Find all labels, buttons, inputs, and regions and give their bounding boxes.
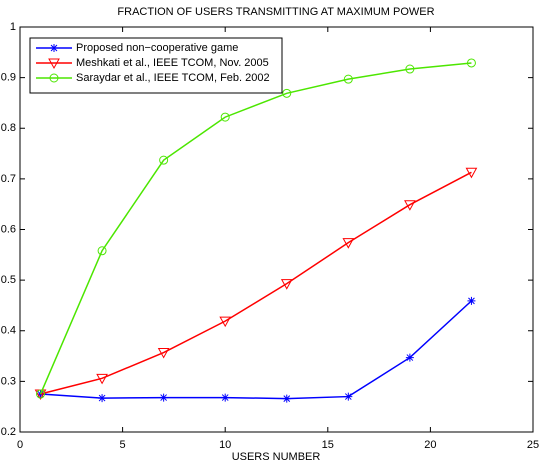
data-point xyxy=(157,348,170,359)
legend-box xyxy=(29,37,283,94)
legend-label: Proposed non−cooperative game xyxy=(76,42,238,54)
data-point xyxy=(342,238,355,249)
x-axis-label: USERS NUMBER xyxy=(232,451,321,463)
data-point xyxy=(219,316,232,328)
legend-label: Saraydar et al., IEEE TCOM, Feb. 2002 xyxy=(76,72,270,84)
y-tick-label: 0.8 xyxy=(1,122,16,134)
data-point xyxy=(405,353,414,362)
data-point xyxy=(96,373,108,385)
y-tick-label: 0.3 xyxy=(1,375,16,387)
legend-marker xyxy=(50,44,58,52)
y-tick-label: 0.7 xyxy=(1,173,16,185)
legend-label: Meshkati et al., IEEE TCOM, Nov. 2005 xyxy=(76,57,269,69)
y-tick-label: 0.9 xyxy=(1,72,16,84)
data-point xyxy=(280,279,293,290)
data-point xyxy=(404,200,416,211)
x-tick-label: 5 xyxy=(120,439,126,451)
legend-marker xyxy=(48,58,60,70)
data-point xyxy=(220,112,230,122)
x-tick-label: 15 xyxy=(322,439,334,451)
x-tick-label: 0 xyxy=(17,439,23,451)
x-tick-label: 25 xyxy=(527,439,539,451)
chart-title: FRACTION OF USERS TRANSMITTING AT MAXIMU… xyxy=(117,6,434,18)
legend-marker xyxy=(49,73,59,83)
data-point xyxy=(159,393,168,402)
y-tick-label: 0.4 xyxy=(1,325,16,337)
data-point xyxy=(465,167,478,179)
y-tick-label: 0.6 xyxy=(1,223,16,235)
data-point xyxy=(98,394,107,403)
data-point xyxy=(36,389,46,399)
series-line xyxy=(40,300,472,400)
y-tick-label: 0.5 xyxy=(1,274,16,286)
data-point xyxy=(282,88,292,98)
data-point xyxy=(282,394,291,403)
series-line xyxy=(40,171,472,395)
y-tick-label: 1 xyxy=(10,21,16,33)
data-point xyxy=(221,393,230,402)
y-tick-label: 0.2 xyxy=(1,426,16,438)
data-point xyxy=(343,74,353,84)
data-point xyxy=(97,246,107,256)
data-point xyxy=(159,155,169,165)
data-point xyxy=(467,296,476,305)
x-tick-label: 10 xyxy=(219,439,231,451)
x-tick-label: 20 xyxy=(424,439,436,451)
data-point xyxy=(344,392,353,401)
data-point xyxy=(466,58,476,68)
data-point xyxy=(405,64,415,74)
series-line xyxy=(39,62,472,395)
